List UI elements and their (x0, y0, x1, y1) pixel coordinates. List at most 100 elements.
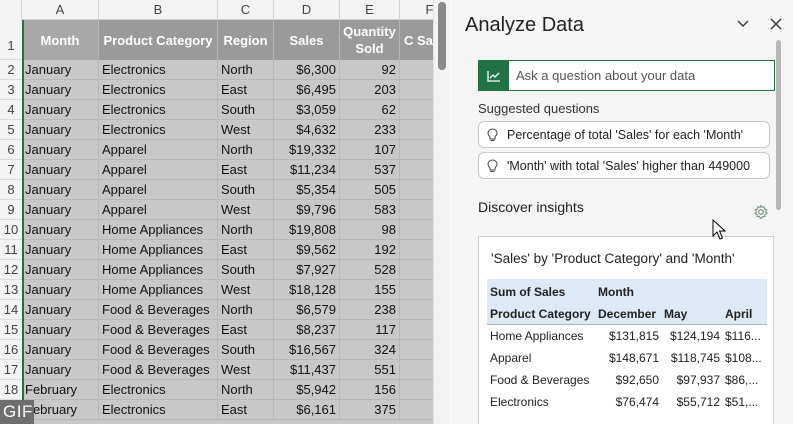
cell-region[interactable]: North (218, 380, 274, 400)
cell-region[interactable]: East (218, 160, 274, 180)
cell-product-category[interactable]: Apparel (99, 200, 218, 220)
cell-month[interactable]: January (22, 260, 99, 280)
cell-satisfaction[interactable] (400, 340, 433, 360)
pane-options-button[interactable] (733, 16, 753, 36)
cell-quantity-sold[interactable]: 98 (340, 220, 400, 240)
cell-sales[interactable]: $6,495 (274, 80, 340, 100)
cell-sales[interactable]: $19,808 (274, 220, 340, 240)
header-month[interactable]: Month (22, 20, 99, 60)
cell-product-category[interactable]: Apparel (99, 180, 218, 200)
cell-satisfaction[interactable] (400, 300, 433, 320)
cell-quantity-sold[interactable]: 505 (340, 180, 400, 200)
cell-product-category[interactable]: Food & Beverages (99, 300, 218, 320)
row-header[interactable]: 15 (0, 320, 22, 340)
cell-sales[interactable]: $6,300 (274, 60, 340, 80)
cell-region[interactable]: South (218, 340, 274, 360)
cell-product-category[interactable]: Electronics (99, 400, 218, 420)
cell-product-category[interactable]: Food & Beverages (99, 360, 218, 380)
cell-sales[interactable]: $11,437 (274, 360, 340, 380)
header-product-category[interactable]: Product Category (99, 20, 218, 60)
ask-question-input[interactable] (509, 61, 774, 90)
cell-quantity-sold[interactable]: 324 (340, 340, 400, 360)
cell-product-category[interactable]: Home Appliances (99, 240, 218, 260)
cell-month[interactable]: January (22, 340, 99, 360)
cell-quantity-sold[interactable]: 528 (340, 260, 400, 280)
cell-month[interactable]: January (22, 240, 99, 260)
cell-quantity-sold[interactable]: 117 (340, 320, 400, 340)
row-header[interactable]: 3 (0, 80, 22, 100)
cell-sales[interactable]: $16,567 (274, 340, 340, 360)
cell-region[interactable]: East (218, 240, 274, 260)
cell-satisfaction[interactable] (400, 380, 433, 400)
column-header-d[interactable]: D (274, 0, 340, 20)
cell-grid[interactable]: Month Product Category Region Sales Quan… (22, 20, 433, 424)
header-region[interactable]: Region (218, 20, 274, 60)
insight-card[interactable]: 'Sales' by 'Product Category' and 'Month… (478, 236, 774, 424)
cell-quantity-sold[interactable]: 92 (340, 60, 400, 80)
cell-quantity-sold[interactable]: 203 (340, 80, 400, 100)
column-header-c[interactable]: C (218, 0, 274, 20)
cell-satisfaction[interactable] (400, 180, 433, 200)
cell-product-category[interactable]: Electronics (99, 100, 218, 120)
row-header[interactable]: 12 (0, 260, 22, 280)
header-customer-satisfaction[interactable]: C Satis (400, 20, 433, 60)
cell-product-category[interactable]: Food & Beverages (99, 340, 218, 360)
cell-region[interactable]: North (218, 140, 274, 160)
cell-satisfaction[interactable] (400, 360, 433, 380)
cell-region[interactable]: North (218, 300, 274, 320)
cell-month[interactable]: January (22, 140, 99, 160)
column-header-b[interactable]: B (99, 0, 218, 20)
cell-quantity-sold[interactable]: 233 (340, 120, 400, 140)
cell-product-category[interactable]: Electronics (99, 60, 218, 80)
cell-region[interactable]: East (218, 400, 274, 420)
cell-quantity-sold[interactable]: 107 (340, 140, 400, 160)
cell-region[interactable]: West (218, 280, 274, 300)
column-header-f[interactable]: F (400, 0, 433, 20)
column-header-e[interactable]: E (340, 0, 400, 20)
cell-product-category[interactable]: Electronics (99, 80, 218, 100)
ask-question-box[interactable] (478, 60, 775, 91)
cell-month[interactable]: January (22, 180, 99, 200)
row-header[interactable]: 16 (0, 340, 22, 360)
cell-sales[interactable]: $4,632 (274, 120, 340, 140)
row-header[interactable]: 9 (0, 200, 22, 220)
cell-sales[interactable]: $9,796 (274, 200, 340, 220)
row-header[interactable]: 8 (0, 180, 22, 200)
cell-satisfaction[interactable] (400, 200, 433, 220)
cell-region[interactable]: East (218, 320, 274, 340)
cell-month[interactable]: January (22, 120, 99, 140)
cell-satisfaction[interactable] (400, 320, 433, 340)
cell-month[interactable]: January (22, 300, 99, 320)
cell-quantity-sold[interactable]: 155 (340, 280, 400, 300)
cell-product-category[interactable]: Food & Beverages (99, 320, 218, 340)
cell-region[interactable]: South (218, 260, 274, 280)
cell-sales[interactable]: $7,927 (274, 260, 340, 280)
row-header[interactable]: 17 (0, 360, 22, 380)
cell-quantity-sold[interactable]: 62 (340, 100, 400, 120)
row-header[interactable]: 13 (0, 280, 22, 300)
cell-region[interactable]: West (218, 200, 274, 220)
row-header[interactable]: 2 (0, 60, 22, 80)
row-header[interactable]: 7 (0, 160, 22, 180)
sheet-scrollbar-thumb[interactable] (438, 2, 446, 70)
cell-satisfaction[interactable] (400, 60, 433, 80)
cell-sales[interactable]: $11,234 (274, 160, 340, 180)
cell-month[interactable]: February (22, 380, 99, 400)
row-header[interactable]: 10 (0, 220, 22, 240)
cell-month[interactable]: January (22, 100, 99, 120)
cell-region[interactable]: East (218, 80, 274, 100)
cell-region[interactable]: South (218, 180, 274, 200)
cell-quantity-sold[interactable]: 551 (340, 360, 400, 380)
cell-satisfaction[interactable] (400, 140, 433, 160)
cell-product-category[interactable]: Apparel (99, 160, 218, 180)
cell-month[interactable]: January (22, 320, 99, 340)
pane-scrollbar[interactable] (776, 40, 781, 210)
sheet-vertical-scrollbar[interactable] (433, 0, 450, 424)
cell-satisfaction[interactable] (400, 80, 433, 100)
cell-satisfaction[interactable] (400, 400, 433, 420)
row-header[interactable]: 11 (0, 240, 22, 260)
cell-product-category[interactable]: Electronics (99, 380, 218, 400)
suggested-question-1[interactable]: Percentage of total 'Sales' for each 'Mo… (478, 121, 770, 148)
cell-product-category[interactable]: Home Appliances (99, 220, 218, 240)
settings-gear-button[interactable] (753, 204, 769, 220)
